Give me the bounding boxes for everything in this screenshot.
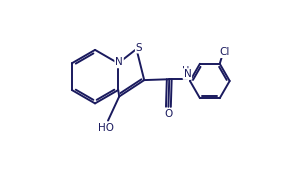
Text: HO: HO	[98, 122, 114, 133]
Text: N: N	[115, 57, 123, 67]
Text: N: N	[184, 69, 191, 79]
Text: O: O	[164, 109, 173, 119]
Text: Cl: Cl	[219, 47, 229, 57]
Text: S: S	[136, 43, 142, 53]
Text: H: H	[182, 66, 189, 76]
